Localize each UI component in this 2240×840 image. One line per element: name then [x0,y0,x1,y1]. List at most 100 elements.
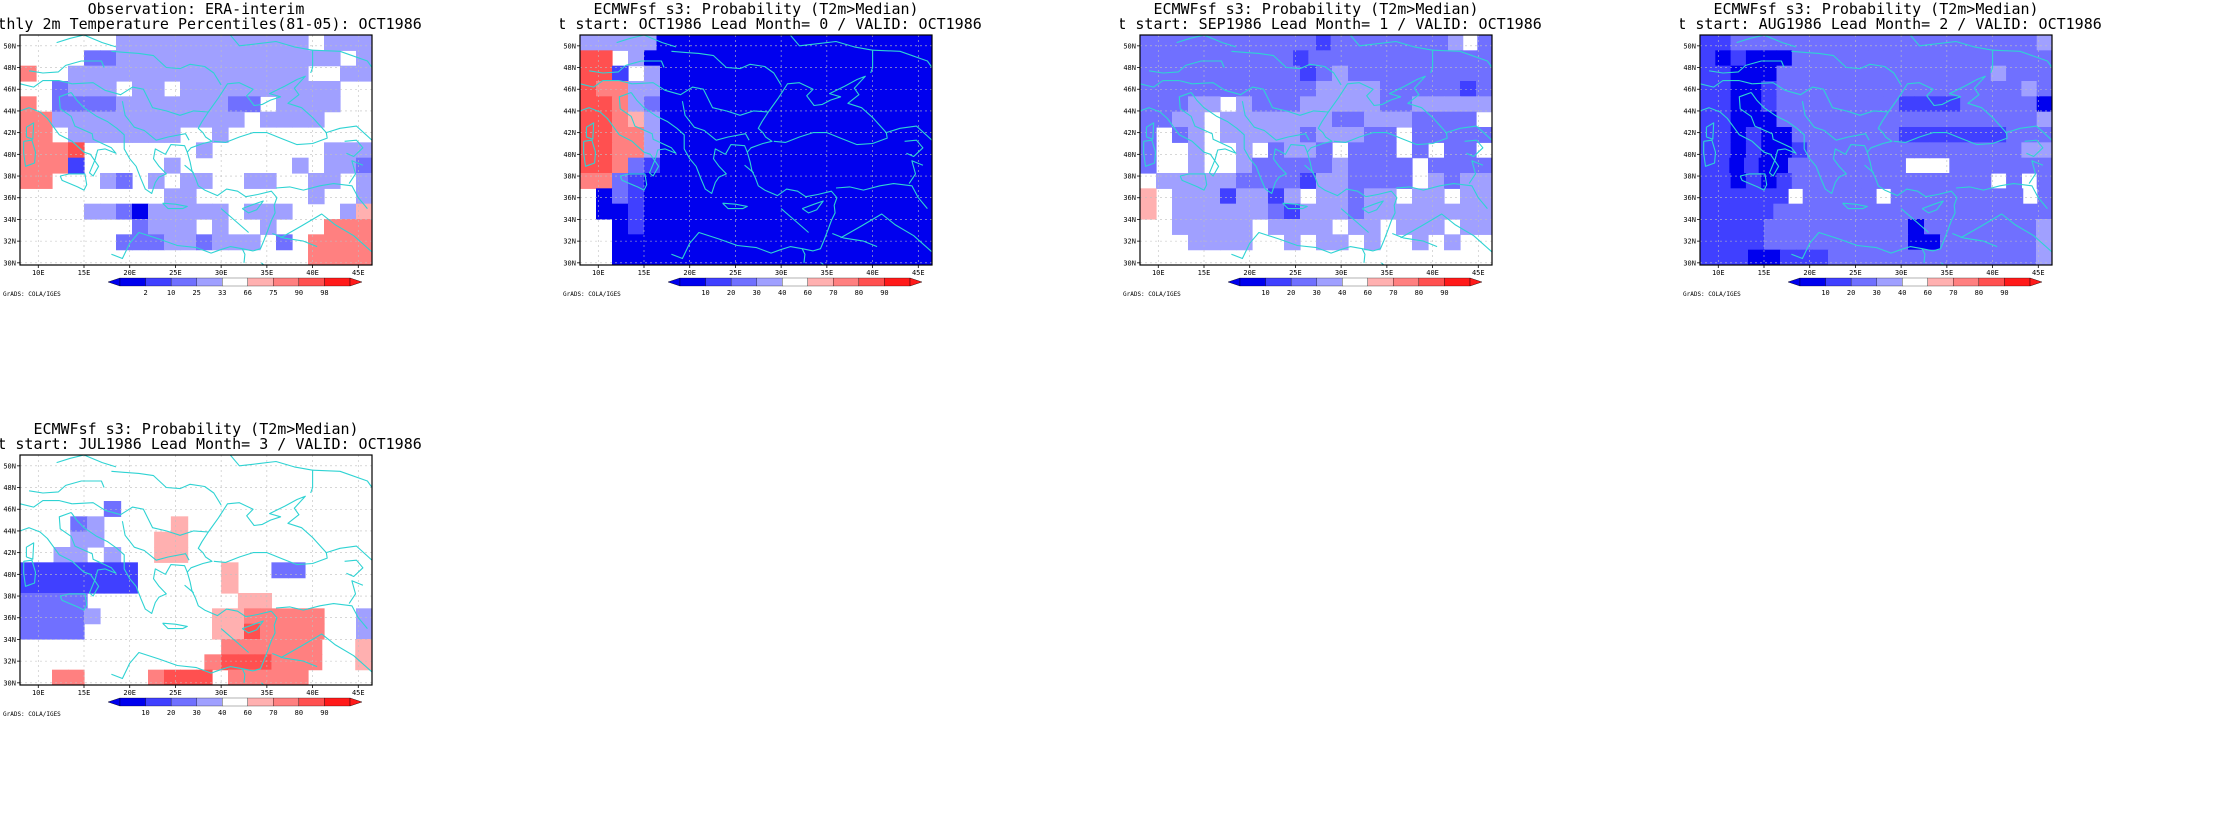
lat-tick-label: 44N [1683,107,1696,115]
grid-cell [68,669,85,685]
coastline-path [56,35,117,48]
coastline-path [1231,152,1398,260]
colorbar-segment [247,697,274,707]
grid-cell [292,669,309,685]
grid-cell [340,234,357,251]
grid-cell [740,219,757,235]
grid-cell [1960,173,1977,189]
grid-cell [237,654,256,671]
grid-cell [644,96,661,113]
grid-cell [1460,96,1477,113]
colorbar-label: 90 [320,709,328,717]
grid-cell [868,96,885,113]
colorbar: 10 20 30 40 60 70 80 90 [1787,277,2043,297]
map-area [580,35,932,265]
grid-cell [237,639,256,655]
grid-cell [2021,50,2038,67]
grid-cell [164,96,181,113]
lon-tick-label: 35E [821,269,834,277]
coastline-path [348,580,364,604]
grid-cell [772,50,789,67]
grid-cell [356,623,372,640]
grid-cell [324,35,341,51]
map-frame [1139,34,1493,266]
coastline-path [241,200,264,214]
grid-cell [1428,173,1445,189]
coastline-path [1140,80,1193,88]
grid-cell [1300,127,1317,143]
grid-cell [1714,203,1730,220]
lat-tick-label: 36N [3,194,16,202]
grid-cell [1876,234,1893,251]
grid-cell [1715,50,1732,67]
grid-cell [660,96,677,113]
grid-cell [276,35,293,51]
grid-cell [1188,188,1205,205]
grid-cell [1444,111,1461,128]
grid-cell [660,188,677,205]
grid-cell [340,157,357,174]
coastline-path [744,164,755,174]
map-frame [19,454,373,686]
grid-cell [1832,203,1848,220]
coastline-path [348,160,364,184]
grid-cell [228,65,245,82]
grid-cell [120,577,138,594]
grid-cell [1204,96,1221,113]
grid-cell [748,35,765,51]
grid-cell [1284,65,1301,82]
grid-cell [580,65,597,82]
grid-cell [1898,173,1915,189]
grid-cell [1993,157,2009,174]
grid-cell [36,593,55,609]
grid-cell [292,111,309,128]
grid-cell [580,81,597,97]
grid-cell [708,219,725,235]
grid-cell [2036,219,2052,235]
grid-cell [1444,157,1461,174]
colorbar-segment [1367,277,1394,287]
grid-cell [103,547,122,563]
grid-cell [1252,188,1269,205]
grid-cell [740,127,757,143]
grid-cell [1729,157,1745,174]
grid-cell [276,203,293,220]
map-panel-lead3: ECMWFsf s3: Probability (T2m>Median)Fcst… [0,420,422,718]
grid-cell [84,65,101,82]
coastline-path [121,101,190,141]
grid-cell [1791,127,1808,143]
grid-cell [1748,234,1765,251]
grid-cell [1730,173,1747,189]
coastline-path [261,262,265,265]
grid-cell [2037,188,2052,205]
grid-cell [1284,219,1301,235]
coastline-path [184,584,195,594]
coastline-path [261,682,265,685]
grid-cell [628,234,645,251]
grid-cell [1172,203,1189,220]
grid-cell [68,608,85,625]
grid-cell [1978,188,1994,205]
grid-cell [1428,188,1445,205]
grid-cell [1944,65,1961,82]
lat-tick-label: 44N [1123,107,1136,115]
grid-cell [356,203,372,220]
colorbar-high-arrow [349,277,363,287]
grid-cell [1389,35,1405,51]
grid-cell [1929,127,1946,143]
grid-cell [916,157,932,174]
grid-cell [276,81,293,97]
grid-cell [1972,234,1989,251]
grid-cell [1861,157,1877,174]
lat-tick-label: 42N [1683,129,1696,137]
panel-title-line2: Fcst start: AUG1986 Lead Month= 2 / VALI… [1680,15,2102,33]
grid-cell [1944,142,1961,159]
grid-cell [1380,203,1397,220]
lon-tick-label: 45E [1472,269,1485,277]
grid-cell [820,249,837,265]
colorbar-segment [247,277,274,287]
grid-cell [1868,65,1885,82]
grid-cell [1300,65,1317,82]
grid-cell [1444,203,1461,220]
grid-cell [292,157,309,174]
